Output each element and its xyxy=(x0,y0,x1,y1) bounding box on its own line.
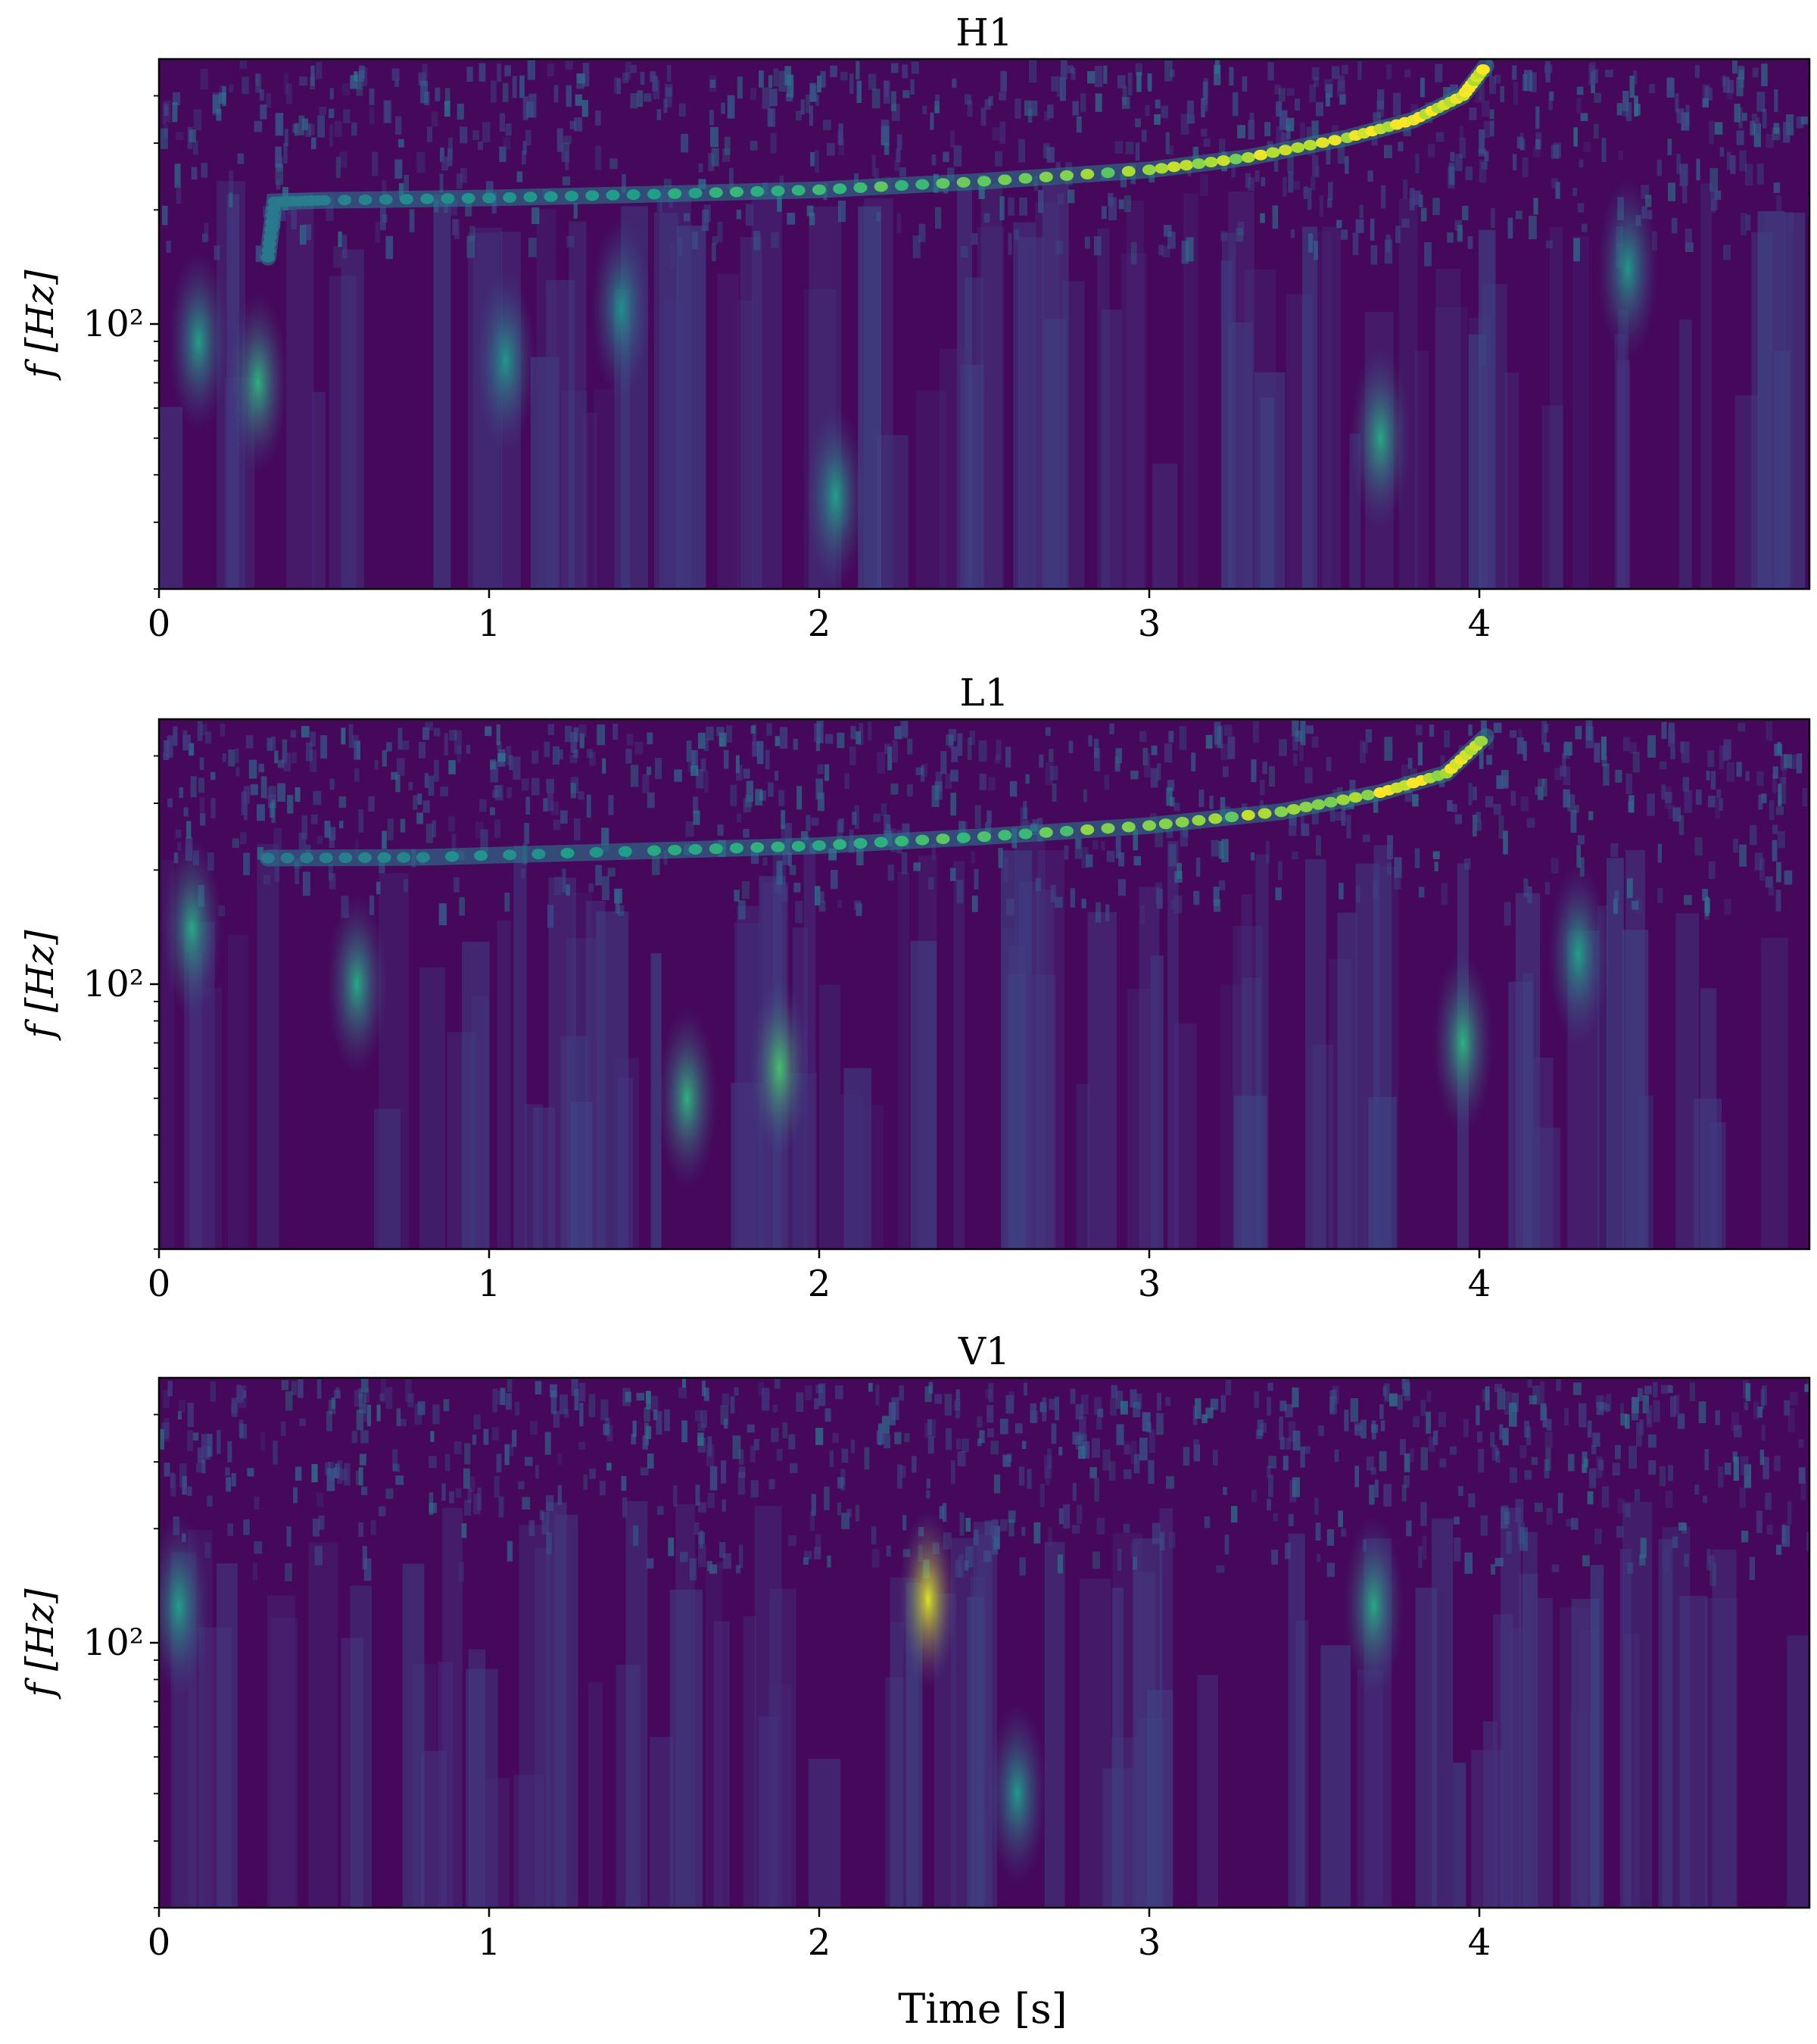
panel-l1: L1 0 1 2 3 4 10² f [Hz] xyxy=(18,671,1811,1305)
panel-h1: H1 0 1 2 3 4 10² f [Hz] xyxy=(18,11,1811,645)
energy-burst xyxy=(1547,863,1609,1045)
energy-burst xyxy=(656,1007,718,1189)
chirp-track xyxy=(259,59,1494,266)
background-noise xyxy=(160,1378,1809,1908)
energy-burst xyxy=(1350,347,1411,529)
y-axis-label: f [Hz] xyxy=(18,930,62,1042)
energy-burst xyxy=(986,1703,1048,1885)
x-tick-label: 3 xyxy=(1138,1263,1161,1305)
energy-burst xyxy=(1343,1515,1404,1697)
x-tick-label: 1 xyxy=(478,1921,501,1964)
panel-v1: V1 0 1 2 3 4 10² f [Hz] xyxy=(18,1329,1811,1964)
y-tick-label: 10² xyxy=(83,303,144,345)
x-tick-label: 1 xyxy=(478,1263,501,1305)
x-tick-label: 0 xyxy=(148,1921,171,1964)
panel-title: L1 xyxy=(959,671,1008,715)
x-tick-label: 3 xyxy=(1138,603,1161,645)
energy-burst xyxy=(591,217,652,400)
energy-burst xyxy=(475,270,536,452)
energy-burst xyxy=(897,1508,958,1690)
energy-burst xyxy=(1432,952,1494,1134)
energy-burst xyxy=(168,250,229,432)
energy-burst xyxy=(749,977,810,1160)
y-axis-label: f [Hz] xyxy=(18,1588,62,1700)
spectrogram-image xyxy=(159,1378,1809,1908)
x-tick-label: 2 xyxy=(808,1263,831,1305)
x-tick-label: 4 xyxy=(1468,1921,1491,1964)
x-axis-label: Time [s] xyxy=(898,1985,1067,2033)
y-axis-label: f [Hz] xyxy=(18,270,62,382)
energy-burst xyxy=(326,893,388,1075)
x-tick-label: 3 xyxy=(1138,1921,1161,1964)
energy-burst xyxy=(227,291,288,474)
x-tick-label: 0 xyxy=(148,603,171,645)
spectrogram-image xyxy=(159,59,1809,589)
energy-burst xyxy=(1597,177,1659,360)
chirp-track xyxy=(259,728,1494,867)
x-tick-label: 1 xyxy=(478,603,501,645)
panel-title: V1 xyxy=(958,1329,1010,1373)
energy-burst xyxy=(159,1515,210,1697)
panel-title: H1 xyxy=(955,11,1012,55)
energy-burst xyxy=(805,406,866,588)
x-tick-label: 4 xyxy=(1468,603,1491,645)
spectrogram-image xyxy=(159,719,1809,1249)
energy-burst xyxy=(161,837,223,1020)
x-tick-label: 2 xyxy=(808,603,831,645)
y-tick-label: 10² xyxy=(83,963,144,1005)
x-tick-label: 0 xyxy=(148,1263,171,1305)
x-tick-label: 2 xyxy=(808,1921,831,1964)
y-tick-label: 10² xyxy=(83,1622,144,1664)
x-tick-label: 4 xyxy=(1468,1263,1491,1305)
